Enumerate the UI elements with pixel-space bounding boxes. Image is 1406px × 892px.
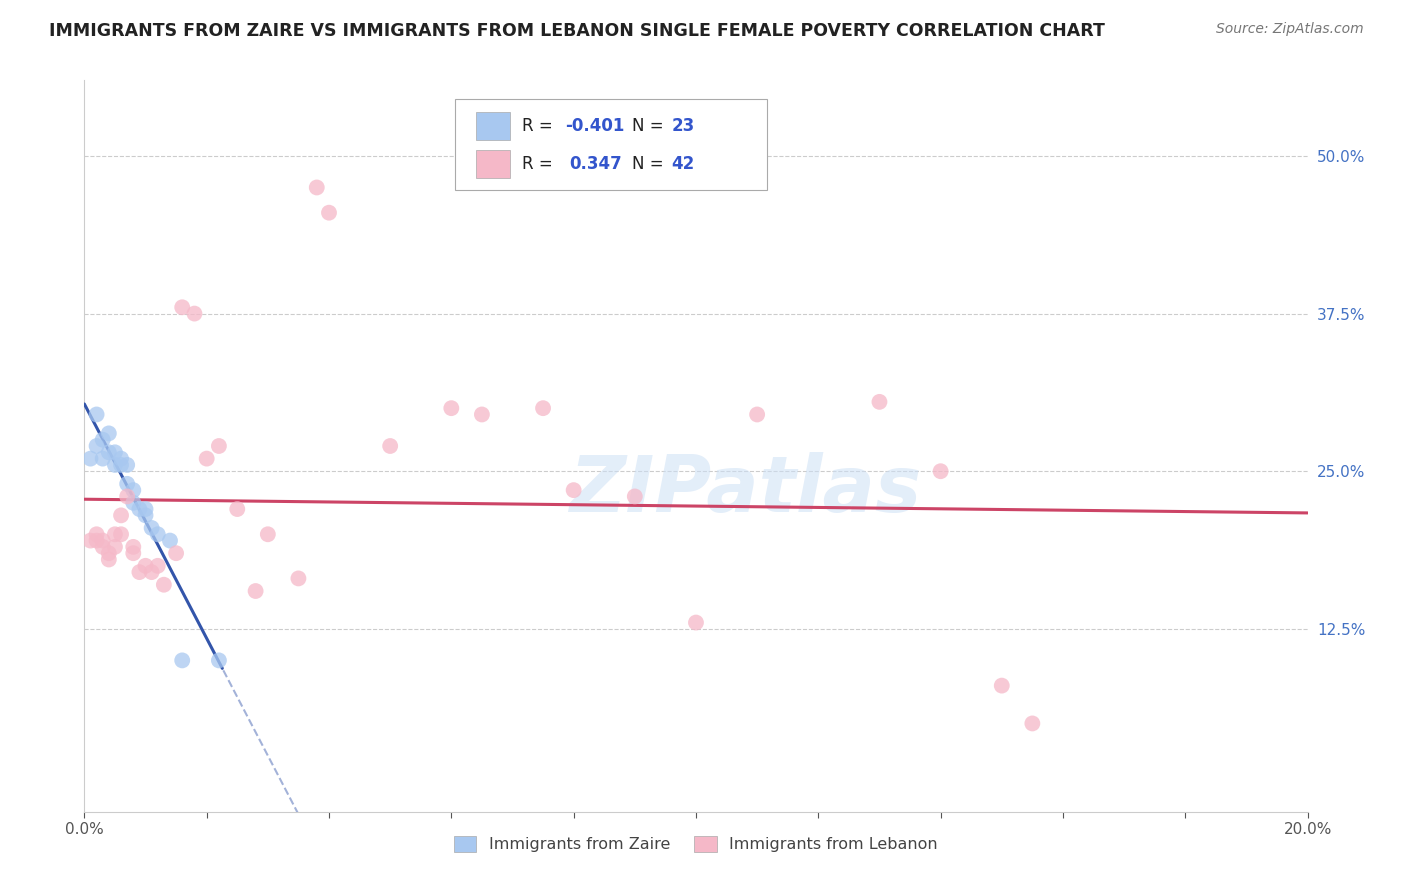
Point — [318, 205, 340, 219]
Point — [79, 451, 101, 466]
Point — [110, 451, 132, 466]
Text: 0.347: 0.347 — [569, 154, 621, 173]
Point — [86, 533, 108, 548]
Point — [86, 408, 108, 422]
Point — [153, 578, 176, 592]
Point — [79, 533, 101, 548]
Point — [245, 584, 267, 599]
Point — [869, 395, 891, 409]
Point — [104, 458, 127, 472]
Point — [135, 558, 157, 573]
Point — [115, 458, 138, 472]
Point — [440, 401, 463, 416]
Legend: Immigrants from Zaire, Immigrants from Lebanon: Immigrants from Zaire, Immigrants from L… — [447, 830, 945, 859]
Point — [685, 615, 707, 630]
Point — [380, 439, 402, 453]
Point — [747, 408, 769, 422]
Point — [135, 502, 157, 516]
Text: R =: R = — [522, 154, 558, 173]
Point — [305, 180, 328, 194]
Point — [91, 451, 114, 466]
Text: 42: 42 — [672, 154, 695, 173]
Point — [141, 521, 163, 535]
Point — [97, 445, 120, 459]
FancyBboxPatch shape — [475, 150, 510, 178]
Point — [172, 300, 194, 314]
Point — [183, 307, 205, 321]
FancyBboxPatch shape — [475, 112, 510, 140]
Point — [471, 408, 494, 422]
Point — [110, 508, 132, 523]
FancyBboxPatch shape — [456, 99, 766, 190]
Point — [195, 451, 218, 466]
Point — [208, 439, 231, 453]
Point — [104, 540, 127, 554]
Point — [128, 565, 150, 579]
Text: -0.401: -0.401 — [565, 117, 624, 135]
Point — [531, 401, 554, 416]
Text: N =: N = — [633, 117, 669, 135]
Point — [624, 490, 647, 504]
Point — [257, 527, 280, 541]
Point — [226, 502, 249, 516]
Point — [146, 558, 169, 573]
Point — [115, 476, 138, 491]
Point — [135, 508, 157, 523]
Point — [86, 439, 108, 453]
Point — [122, 483, 145, 497]
Point — [86, 527, 108, 541]
Point — [110, 527, 132, 541]
Text: Source: ZipAtlas.com: Source: ZipAtlas.com — [1216, 22, 1364, 37]
Point — [122, 546, 145, 560]
Point — [122, 540, 145, 554]
Point — [146, 527, 169, 541]
Point — [97, 426, 120, 441]
Point — [562, 483, 585, 497]
Point — [97, 546, 120, 560]
Point — [991, 679, 1014, 693]
Point — [287, 571, 309, 585]
Point — [929, 464, 952, 478]
Point — [1021, 716, 1043, 731]
Point — [110, 458, 132, 472]
Point — [91, 533, 114, 548]
Point — [104, 527, 127, 541]
Point — [159, 533, 181, 548]
Point — [115, 490, 138, 504]
Text: ZIPatlas: ZIPatlas — [569, 452, 921, 528]
Point — [91, 540, 114, 554]
Point — [172, 653, 194, 667]
Point — [208, 653, 231, 667]
Point — [122, 496, 145, 510]
Point — [91, 433, 114, 447]
Point — [104, 445, 127, 459]
Text: N =: N = — [633, 154, 669, 173]
Text: R =: R = — [522, 117, 558, 135]
Point — [128, 502, 150, 516]
Text: IMMIGRANTS FROM ZAIRE VS IMMIGRANTS FROM LEBANON SINGLE FEMALE POVERTY CORRELATI: IMMIGRANTS FROM ZAIRE VS IMMIGRANTS FROM… — [49, 22, 1105, 40]
Point — [165, 546, 187, 560]
Text: 23: 23 — [672, 117, 695, 135]
Point — [97, 552, 120, 566]
Point — [141, 565, 163, 579]
